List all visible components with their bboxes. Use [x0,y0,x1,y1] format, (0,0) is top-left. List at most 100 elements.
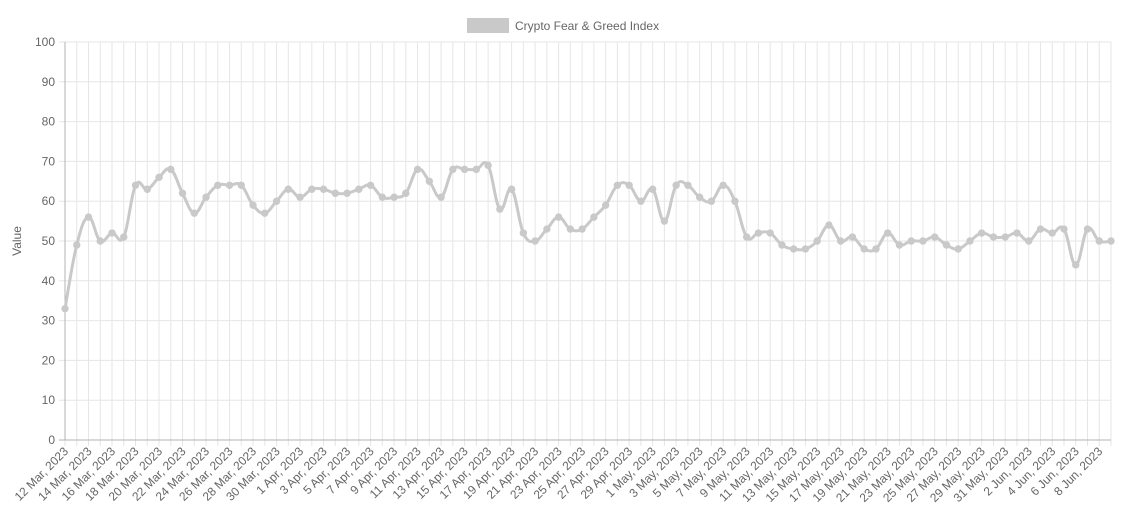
data-point[interactable] [484,161,492,170]
data-point[interactable] [695,193,704,201]
legend-swatch[interactable] [467,18,509,33]
data-point[interactable] [249,201,257,209]
data-point[interactable] [754,229,763,237]
data-point[interactable] [84,213,93,221]
data-point[interactable] [613,181,622,189]
data-point[interactable] [131,181,140,189]
data-point[interactable] [331,189,340,197]
data-point[interactable] [390,193,398,201]
data-point[interactable] [566,225,575,233]
y-tick-label: 100 [35,35,55,49]
data-point[interactable] [1013,229,1021,237]
grid [59,41,1112,446]
data-point[interactable] [789,245,798,253]
data-point[interactable] [460,165,469,174]
data-point[interactable] [1001,233,1009,241]
data-point[interactable] [402,189,410,197]
data-point[interactable] [895,241,904,249]
data-point[interactable] [507,185,516,193]
data-point[interactable] [272,197,281,205]
data-point[interactable] [836,237,845,245]
data-point[interactable] [578,225,586,233]
data-point[interactable] [942,241,951,249]
data-point[interactable] [1036,225,1045,233]
data-point[interactable] [519,229,528,237]
data-point[interactable] [601,201,610,209]
data-point[interactable] [648,185,657,193]
data-point[interactable] [766,229,774,237]
data-point[interactable] [437,193,445,201]
data-point[interactable] [343,189,351,197]
data-point[interactable] [1095,237,1103,245]
data-point[interactable] [931,233,939,241]
data-point[interactable] [554,213,563,221]
data-point[interactable] [848,233,857,241]
data-point[interactable] [660,217,669,225]
data-point[interactable] [1083,225,1092,233]
legend[interactable]: Crypto Fear & Greed Index [467,18,659,33]
data-point[interactable] [319,185,328,193]
data-point[interactable] [625,181,633,189]
y-tick-label: 20 [42,353,56,367]
data-point[interactable] [108,229,116,237]
data-point[interactable] [672,181,680,189]
data-point[interactable] [719,181,727,189]
data-point[interactable] [366,181,375,189]
data-point[interactable] [637,197,645,205]
data-point[interactable] [707,197,716,205]
legend-label[interactable]: Crypto Fear & Greed Index [515,19,659,33]
data-point[interactable] [214,181,222,189]
y-tick-label: 90 [42,75,56,89]
data-point[interactable] [590,213,598,221]
data-point[interactable] [543,225,551,233]
data-point[interactable] [296,193,304,201]
data-point[interactable] [155,173,163,182]
data-point[interactable] [143,185,151,193]
data-point[interactable] [167,165,175,174]
data-point[interactable] [907,237,915,245]
data-point[interactable] [308,185,316,193]
data-point[interactable] [978,229,986,237]
data-point[interactable] [1107,237,1115,245]
data-point[interactable] [261,209,269,217]
data-point[interactable] [120,233,128,241]
data-point[interactable] [872,245,880,253]
y-tick-label: 80 [42,115,56,129]
data-point[interactable] [1060,225,1068,233]
y-tick-label: 10 [42,393,56,407]
data-point[interactable] [966,237,974,245]
data-point[interactable] [883,229,892,237]
data-point[interactable] [449,165,457,174]
data-point[interactable] [1048,229,1056,237]
data-point[interactable] [355,185,363,193]
data-point[interactable] [954,245,962,253]
data-point[interactable] [684,181,692,189]
data-point[interactable] [237,181,245,189]
data-point[interactable] [1025,237,1033,245]
data-point[interactable] [413,165,422,174]
data-point[interactable] [825,221,833,229]
data-point[interactable] [61,304,69,313]
data-point[interactable] [496,205,504,213]
data-point[interactable] [778,241,786,249]
data-point[interactable] [989,233,998,241]
data-point[interactable] [472,165,481,174]
data-point[interactable] [178,189,187,197]
data-point[interactable] [73,241,81,249]
data-point[interactable] [378,193,387,201]
data-point[interactable] [1072,261,1080,269]
data-point[interactable] [190,209,198,217]
data-point[interactable] [531,237,539,245]
data-point[interactable] [425,177,434,186]
data-point[interactable] [742,233,751,241]
data-point[interactable] [919,237,927,245]
data-point[interactable] [731,197,739,205]
data-point[interactable] [202,193,210,201]
data-point[interactable] [813,237,821,245]
data-point[interactable] [225,181,234,189]
data-point[interactable] [860,245,868,253]
data-point[interactable] [801,245,810,253]
data-point[interactable] [96,237,104,245]
data-point[interactable] [284,185,293,193]
